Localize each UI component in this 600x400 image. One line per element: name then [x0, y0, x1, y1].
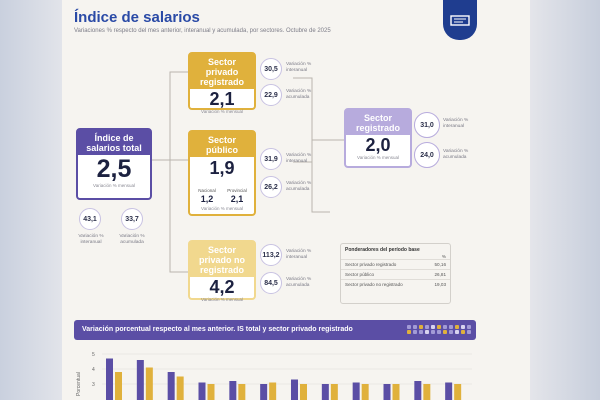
total-card-title: Índice de salarios total [78, 130, 150, 155]
publico-provincial-value: 2,1 [230, 194, 244, 204]
registrado-unit: Variación % mensual [357, 155, 399, 160]
bar-privado-registrado [176, 376, 184, 400]
bar-privado-registrado [454, 384, 462, 400]
bar-is-total [106, 358, 113, 400]
registrado-interanual-label: Variación % interanual [443, 118, 469, 129]
registrado-acumulada-badge: 24,0 [414, 142, 440, 168]
privado-no-registrado-interanual-badge: 113,2 [260, 244, 282, 266]
registrado-card: Sector registrado 2,0 Variación % mensua… [344, 108, 412, 168]
ponderador-value: 19,03 [434, 282, 447, 287]
connector-lines [152, 71, 344, 273]
bar-is-total [291, 379, 298, 400]
table-row: Sector privado no registrado 19,03 [341, 279, 450, 289]
table-row: Sector público 26,81 [341, 269, 450, 279]
chart-banner: Variación porcentual respecto al mes ant… [74, 320, 476, 340]
bar-is-total [321, 384, 329, 400]
bar-is-total [136, 360, 144, 400]
bar-privado-registrado [207, 384, 215, 400]
total-interanual-label: Variación % interanual [78, 234, 104, 245]
ponderadores-title: Ponderadores del período base [345, 247, 420, 253]
privado-registrado-card: Sector privado registrado 2,1 Variación … [188, 52, 256, 114]
bar-is-total [445, 382, 453, 400]
ponderador-value: 26,81 [434, 272, 447, 277]
y-tick-label: 4 [92, 367, 95, 373]
publico-acumulada-badge: 26,2 [260, 176, 282, 198]
privado-no-registrado-unit: Variación % mensual [201, 297, 243, 302]
bar-privado-registrado [300, 384, 307, 400]
indec-logo [443, 0, 477, 40]
publico-nacional-value: 1,2 [200, 194, 214, 204]
privado-registrado-title: Sector privado registrado [190, 54, 254, 89]
ponderador-label: Sector privado no registrado [345, 282, 403, 287]
total-interanual-badge: 43,1 [79, 208, 101, 230]
bar-is-total [352, 382, 360, 400]
total-acumulada-label: Variación % acumulada [119, 234, 145, 245]
privado-no-registrado-value: 4,2 [209, 277, 235, 297]
ponderador-label: Sector público [345, 272, 375, 277]
chart-banner-title: Variación porcentual respecto al mes ant… [82, 326, 353, 333]
privado-registrado-value: 2,1 [209, 89, 235, 109]
page-subtitle: Variaciones % respecto del mes anterior,… [74, 28, 331, 34]
bar-privado-registrado [330, 384, 338, 400]
bar-privado-registrado [269, 382, 277, 400]
publico-interanual-badge: 31,9 [260, 148, 282, 170]
privado-no-registrado-interanual-label: Variación % interanual [286, 249, 312, 260]
publico-provincial-label: Provincial [227, 188, 247, 193]
bar-chart: Porcentual 5 4 3 [76, 352, 472, 400]
registrado-acumulada-label: Variación % acumulada [443, 149, 469, 160]
background-right [530, 0, 600, 400]
privado-no-registrado-card: Sector privado no registrado 4,2 Variaci… [188, 240, 256, 302]
registrado-title: Sector registrado [346, 110, 410, 135]
bar-privado-registrado [115, 372, 122, 400]
registrado-value: 2,0 [365, 135, 391, 155]
bar-is-total [414, 381, 422, 400]
y-axis-label: Porcentual [76, 372, 82, 396]
publico-acumulada-label: Variación % acumulada [286, 181, 312, 192]
ponderadores-table: Ponderadores del período base % Sector p… [340, 243, 451, 304]
privado-registrado-acumulada-badge: 22,9 [260, 84, 282, 106]
privado-registrado-acumulada-label: Variación % acumulada [286, 89, 312, 100]
total-unit: Variación % mensual [93, 183, 135, 188]
total-acumulada-badge: 33,7 [121, 208, 143, 230]
publico-nacional-label: Nacional [198, 188, 216, 193]
privado-registrado-interanual-badge: 30,5 [260, 58, 282, 80]
publico-card: Sector público 1,9 [188, 130, 256, 216]
ponderadores-pct-header: % [441, 254, 446, 259]
bar-is-total [383, 384, 391, 400]
decorative-dots [407, 325, 472, 334]
bar-is-total [260, 384, 268, 400]
publico-title: Sector público [190, 132, 254, 157]
table-row: Sector privado registrado 50,16 [341, 259, 450, 269]
bar-privado-registrado [392, 384, 400, 400]
ponderador-label: Sector privado registrado [345, 262, 397, 267]
background-left [0, 0, 62, 400]
bar-is-total [198, 382, 206, 400]
ponderador-value: 50,16 [434, 262, 447, 267]
publico-unit: Variación % mensual [201, 206, 243, 211]
privado-no-registrado-acumulada-label: Variación % acumulada [286, 277, 312, 288]
privado-registrado-interanual-label: Variación % interanual [286, 62, 312, 73]
publico-interanual-label: Variación % interanual [286, 153, 312, 164]
privado-registrado-unit: Variación % mensual [201, 109, 243, 114]
publico-value: 1,9 [209, 158, 235, 178]
total-card: Índice de salarios total 2,5 Variación %… [76, 128, 152, 200]
bar-is-total [229, 381, 237, 400]
y-tick-label: 3 [92, 382, 95, 388]
page-title: Índice de salarios [74, 9, 200, 26]
total-value: 2,5 [96, 155, 132, 183]
privado-no-registrado-title: Sector privado no registrado [190, 242, 254, 277]
building-icon [450, 15, 470, 26]
y-tick-label: 5 [92, 352, 95, 358]
infographic-page: Índice de salarios Variaciones % respect… [62, 0, 530, 400]
privado-no-registrado-acumulada-badge: 84,5 [260, 272, 282, 294]
bar-privado-registrado [145, 367, 153, 400]
bar-privado-registrado [238, 384, 246, 400]
bar-privado-registrado [361, 384, 369, 400]
bar-privado-registrado [423, 384, 431, 400]
bar-is-total [167, 372, 175, 400]
registrado-interanual-badge: 31,0 [414, 112, 440, 138]
